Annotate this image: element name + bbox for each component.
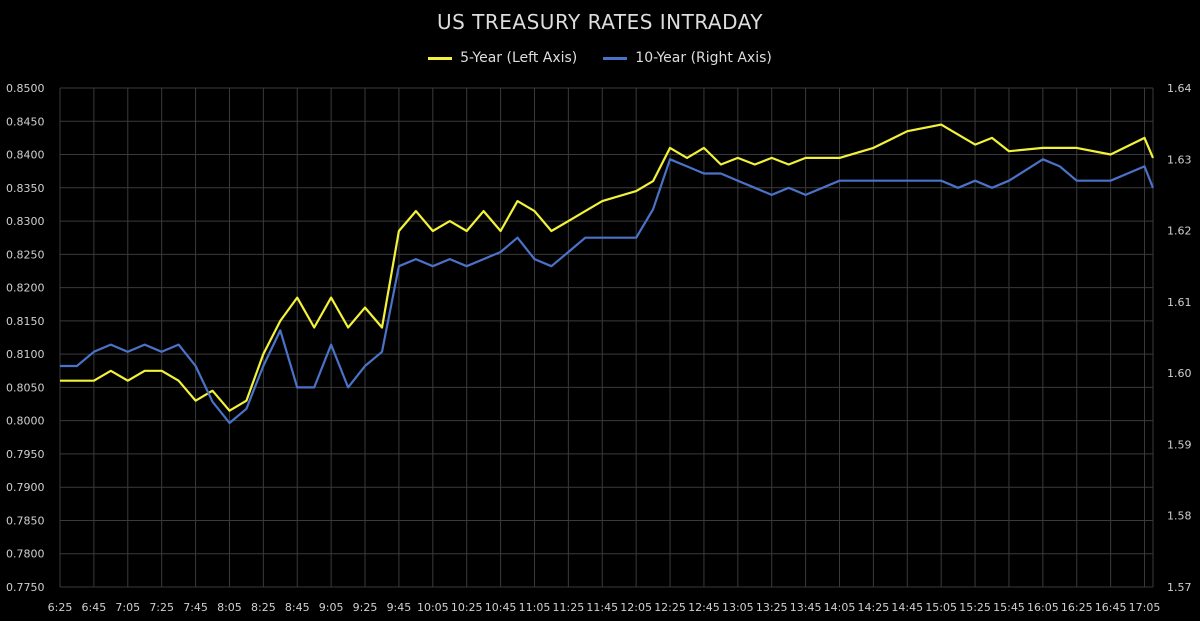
x-axis-tick-label: 11:45	[586, 601, 618, 614]
x-axis-tick-label: 15:45	[993, 601, 1025, 614]
x-axis-tick-label: 10:25	[451, 601, 483, 614]
x-axis-tick-label: 15:05	[925, 601, 957, 614]
x-axis-tick-label: 16:25	[1061, 601, 1093, 614]
series-line-5-year	[60, 123, 1155, 412]
left-axis-tick-label: 0.8450	[6, 115, 45, 128]
x-axis-tick-label: 13:25	[756, 601, 788, 614]
x-axis-tick-label: 8:45	[285, 601, 310, 614]
right-axis-tick-label: 1.61	[1167, 296, 1192, 309]
right-axis-tick-label: 1.64	[1167, 82, 1192, 95]
x-axis-tick-label: 10:05	[417, 601, 449, 614]
x-axis-tick-label: 15:25	[959, 601, 991, 614]
series-line-10-year	[60, 158, 1155, 425]
x-axis-tick-label: 9:45	[387, 601, 412, 614]
x-axis-tick-label: 16:05	[1027, 601, 1059, 614]
left-axis-tick-label: 0.8000	[6, 415, 45, 428]
x-axis-tick-label: 8:05	[217, 601, 242, 614]
left-axis-tick-label: 0.7750	[6, 581, 45, 594]
right-axis-tick-label: 1.58	[1167, 510, 1192, 523]
legend: 5-Year (Left Axis) 10-Year (Right Axis)	[0, 50, 1200, 66]
x-axis-tick-label: 14:05	[824, 601, 856, 614]
left-axis-tick-label: 0.8400	[6, 149, 45, 162]
left-axis-tick-label: 0.7950	[6, 448, 45, 461]
x-axis-tick-label: 12:05	[620, 601, 652, 614]
x-axis-tick-label: 13:05	[722, 601, 754, 614]
x-axis-tick-label: 9:05	[319, 601, 344, 614]
x-axis-tick-label: 14:25	[858, 601, 890, 614]
x-axis-tick-label: 9:25	[353, 601, 378, 614]
right-axis-tick-label: 1.62	[1167, 225, 1192, 238]
x-axis-tick-label: 8:25	[251, 601, 276, 614]
right-axis-tick-label: 1.63	[1167, 153, 1192, 166]
left-axis-tick-label: 0.8100	[6, 348, 45, 361]
legend-label-5-year: 5-Year (Left Axis)	[460, 50, 578, 66]
x-axis-tick-label: 17:05	[1129, 601, 1161, 614]
x-axis-tick-label: 13:45	[790, 601, 822, 614]
x-axis-tick-label: 10:45	[485, 601, 517, 614]
x-axis-tick-label: 12:45	[688, 601, 720, 614]
left-axis-tick-label: 0.8250	[6, 248, 45, 261]
left-axis-tick-label: 0.8150	[6, 315, 45, 328]
left-axis-tick-label: 0.8200	[6, 282, 45, 295]
x-axis-tick-label: 11:05	[519, 601, 551, 614]
x-axis-tick-label: 16:45	[1095, 601, 1127, 614]
x-axis-tick-label: 11:25	[553, 601, 585, 614]
left-axis-tick-label: 0.8350	[6, 182, 45, 195]
right-axis-tick-label: 1.57	[1167, 581, 1192, 594]
left-axis-tick-label: 0.8050	[6, 381, 45, 394]
legend-swatch-10-year	[603, 56, 628, 60]
left-axis-tick-label: 0.8300	[6, 215, 45, 228]
left-axis-tick-label: 0.8500	[6, 82, 45, 95]
legend-label-10-year: 10-Year (Right Axis)	[635, 50, 772, 66]
x-axis-tick-label: 7:45	[183, 601, 208, 614]
x-axis-tick-label: 12:25	[654, 601, 686, 614]
left-axis-tick-label: 0.7900	[6, 481, 45, 494]
legend-swatch-5-year	[428, 56, 453, 60]
x-axis-tick-label: 7:05	[115, 601, 140, 614]
legend-item-5-year: 5-Year (Left Axis)	[428, 50, 577, 66]
right-axis-tick-label: 1.59	[1167, 438, 1192, 451]
x-axis-tick-label: 6:25	[48, 601, 73, 614]
x-axis-tick-label: 14:45	[891, 601, 923, 614]
left-axis-tick-label: 0.7800	[6, 548, 45, 561]
right-axis-tick-label: 1.60	[1167, 367, 1192, 380]
left-axis-tick-label: 0.7850	[6, 514, 45, 527]
x-axis-tick-label: 6:45	[82, 601, 107, 614]
x-axis-tick-label: 7:25	[149, 601, 174, 614]
legend-item-10-year: 10-Year (Right Axis)	[603, 50, 772, 66]
chart-title: US TREASURY RATES INTRADAY	[436, 10, 763, 34]
